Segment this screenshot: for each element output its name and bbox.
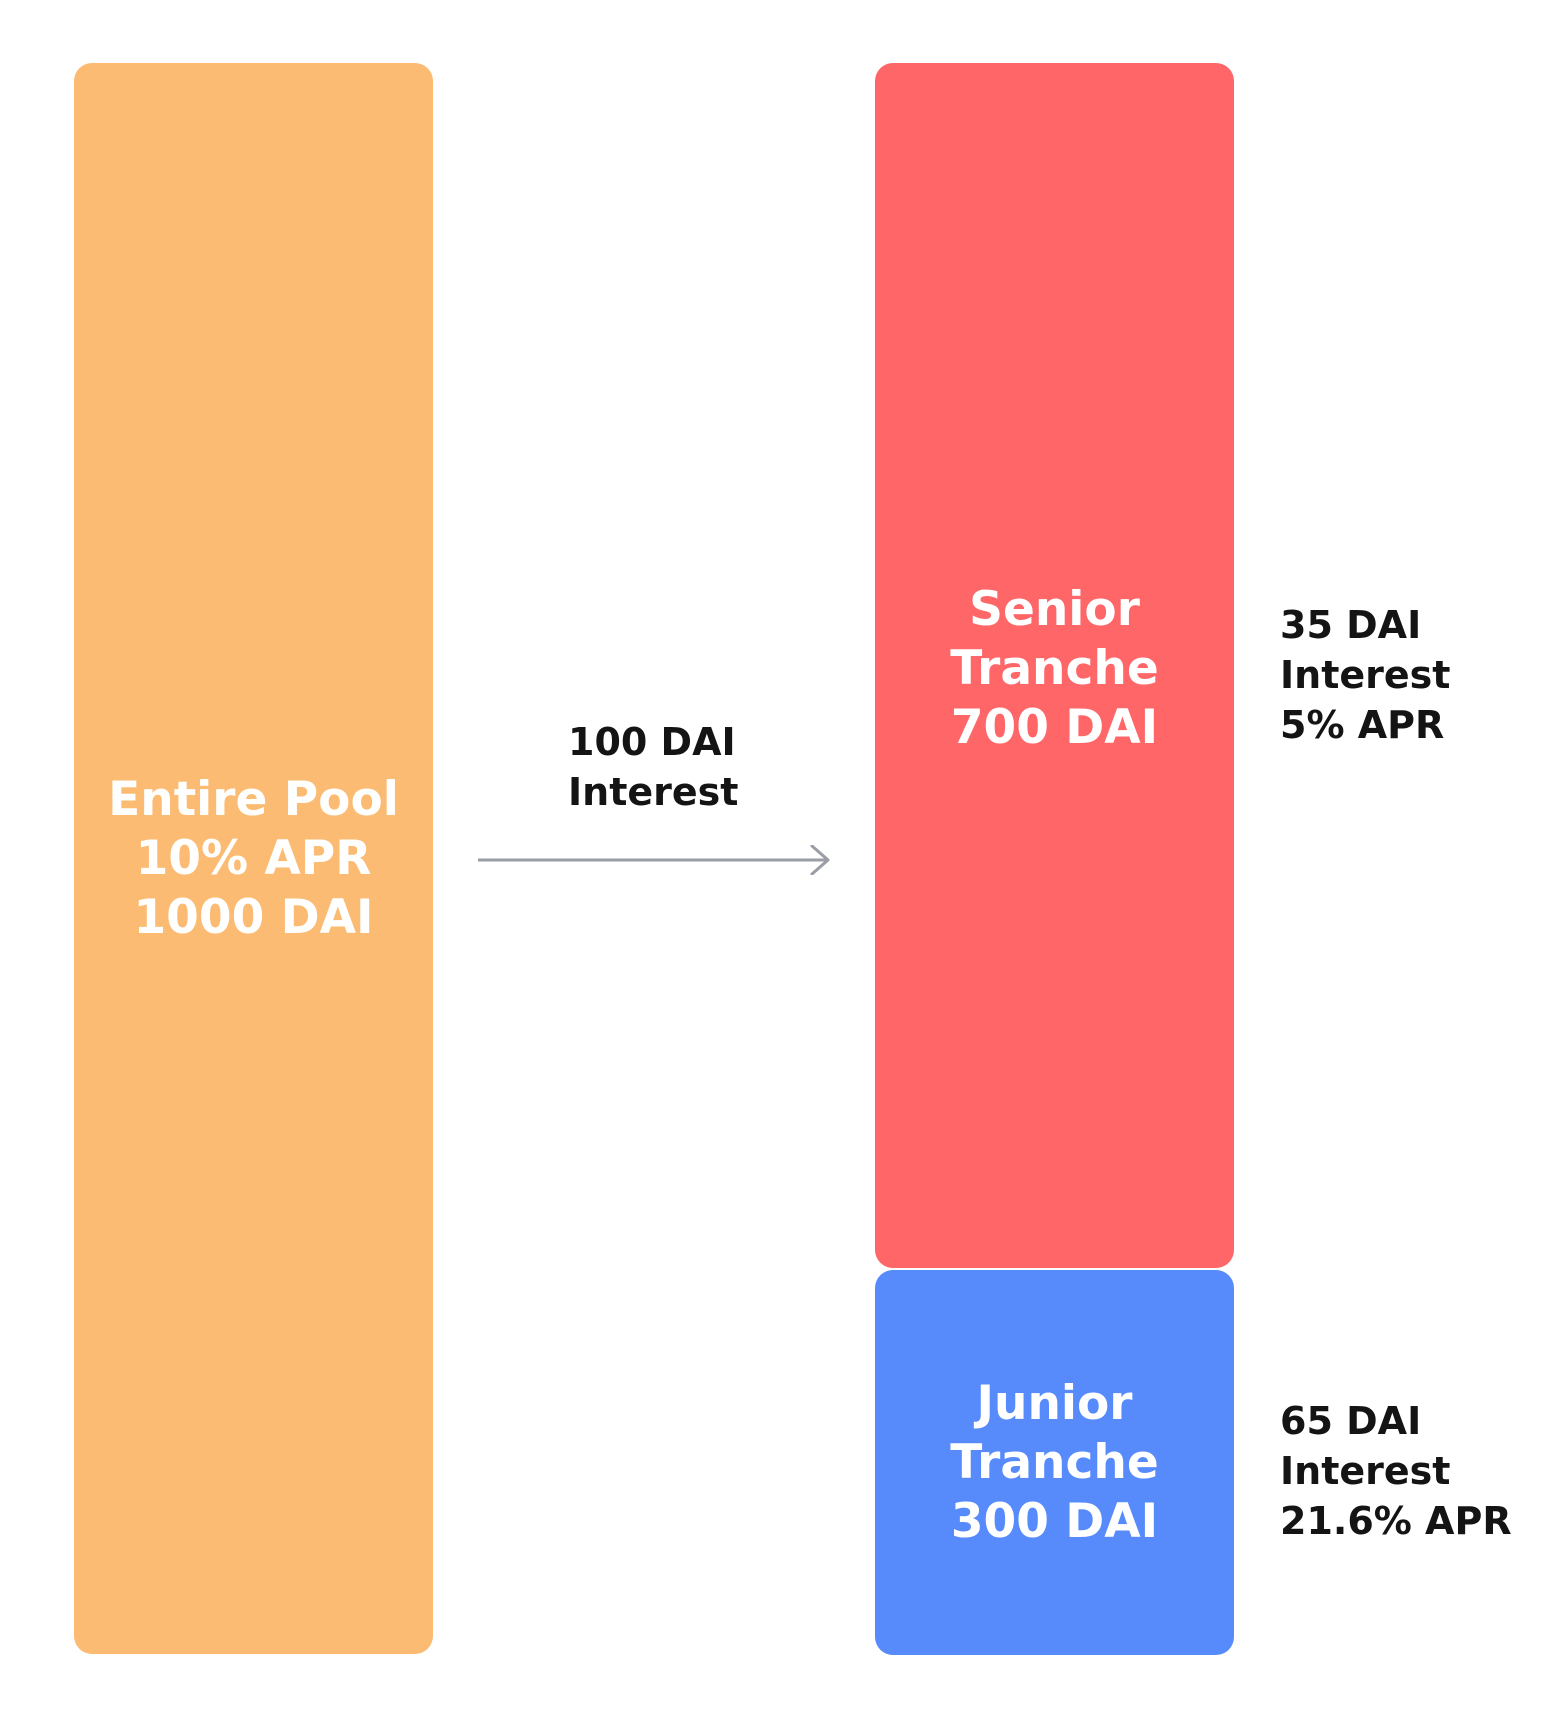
- junior-interest-label: Interest: [1280, 1449, 1451, 1493]
- senior-interest-amount: 35 DAI: [1280, 603, 1422, 647]
- junior-name-line2: Tranche: [950, 1435, 1159, 1490]
- senior-name-line1: Senior: [969, 582, 1140, 637]
- junior-tranche-block: Junior Tranche 300 DAI: [875, 1270, 1234, 1655]
- interest-flow-amount: 100 DAI: [568, 720, 736, 764]
- junior-amount: 300 DAI: [950, 1494, 1159, 1549]
- junior-name-line1: Junior: [976, 1376, 1133, 1431]
- entire-pool-block: Entire Pool 10% APR 1000 DAI: [74, 63, 433, 1654]
- junior-interest-apr: 21.6% APR: [1280, 1499, 1512, 1543]
- senior-amount: 700 DAI: [950, 700, 1159, 755]
- senior-interest-label: Interest: [1280, 653, 1451, 697]
- interest-flow-label: 100 DAI Interest: [568, 717, 738, 817]
- pool-apr: 10% APR: [135, 831, 372, 886]
- senior-name-line2: Tranche: [950, 641, 1159, 696]
- pool-name: Entire Pool: [108, 772, 399, 827]
- right-arrow-icon: [478, 845, 830, 875]
- senior-interest-note: 35 DAI Interest 5% APR: [1280, 600, 1450, 750]
- pool-amount: 1000 DAI: [133, 890, 374, 945]
- senior-interest-apr: 5% APR: [1280, 703, 1445, 747]
- interest-flow-text: Interest: [568, 770, 739, 814]
- junior-interest-note: 65 DAI Interest 21.6% APR: [1280, 1396, 1512, 1546]
- senior-tranche-block: Senior Tranche 700 DAI: [875, 63, 1234, 1268]
- junior-interest-amount: 65 DAI: [1280, 1399, 1422, 1443]
